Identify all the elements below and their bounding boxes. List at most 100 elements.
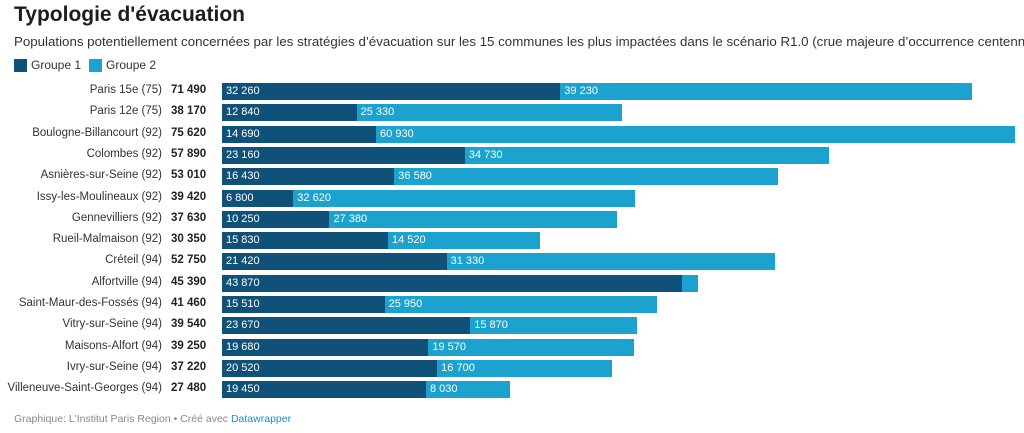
bar-row: Paris 12e (75) 38 170 12 840 25 330 [0,104,1024,122]
category-label: Alfortville (94) [91,275,162,288]
value-label: 25 950 [388,298,423,310]
bar-segment-1 [222,168,395,186]
bar-segment-1 [222,83,561,100]
value-label: 36 580 [398,170,432,183]
bar-segment-2 [394,168,778,186]
value-label: 27 380 [333,212,368,225]
bar-segment-1 [222,104,357,122]
legend-swatch [14,58,27,72]
value-label: 23 160 [226,148,260,161]
total-label: 75 620 [171,126,207,139]
bar-segment-1 [222,274,683,292]
category-label: Boulogne-Billancourt (92) [32,126,162,139]
bar-row: Paris 15e (75) 71 490 32 260 39 230 [0,83,1024,100]
bar-row: Rueil-Malmaison (92) 30 350 15 830 14 520 [0,232,1024,250]
category-label: Gennevilliers (92) [71,211,162,224]
bar-segment-2 [470,317,637,335]
bar-segment-2 [356,104,623,122]
bar-segment-1 [222,210,330,228]
value-label: 15 870 [474,319,508,332]
bar-row: Villeneuve-Saint-Georges (94) 27 480 19 45… [0,381,1024,399]
value-label: 12 840 [226,106,260,119]
bar-segment-2 [293,189,636,207]
value-label: 15 510 [226,298,260,310]
bar-segment-1 [222,317,471,335]
value-label: 19 570 [432,340,467,353]
total-label: 39 540 [171,318,207,331]
value-label: 14 690 [226,127,260,140]
total-label: 57 890 [171,147,207,160]
bar-segment-1 [222,253,447,271]
bar-segment-2 [682,274,698,292]
category-label: Paris 15e (75) [89,84,162,96]
bar-row: Créteil (94) 52 750 21 420 31 330 [0,253,1024,271]
category-label: Villeneuve-Saint-Georges (94) [7,382,162,395]
category-label: Ivry-sur-Seine (94) [66,360,162,373]
total-label: 53 010 [171,169,207,182]
legend-item-groupe-1: Groupe 1 [14,58,81,72]
value-label: 8 030 [429,383,458,396]
bar-segment-2 [425,381,511,399]
total-label: 38 170 [171,105,207,118]
chart-subtitle: Populations potentiellement concernées p… [14,34,1024,49]
bar-row: Issy-les-Moulineaux (92) 39 420 6 800 32 62… [0,189,1024,207]
value-label: 14 520 [392,234,426,247]
category-label: Colombes (92) [86,147,162,160]
bar-segment-2 [329,210,617,228]
bar-segment-2 [446,253,776,271]
bar-segment-1 [222,296,385,313]
value-label: 19 450 [226,383,260,396]
value-label: 19 680 [226,340,260,353]
bar-row: Gennevilliers (92) 37 630 10 250 27 380 [0,210,1024,228]
value-label: 23 670 [226,319,260,332]
total-label: 45 390 [171,275,207,288]
bar-row: Maisons-Alfort (94) 39 250 19 680 19 570 [0,338,1024,356]
value-label: 39 230 [564,85,598,97]
bar-segment-2 [428,338,634,356]
category-label: Maisons-Alfort (94) [64,339,162,352]
value-label: 21 420 [226,255,260,268]
value-label: 32 260 [226,85,260,97]
total-label: 71 490 [171,84,207,96]
value-label: 15 830 [226,234,260,247]
bar-segment-2 [376,125,1015,143]
value-label: 25 330 [360,106,395,119]
bar-segment-1 [222,146,465,164]
bar-row: Asnières-sur-Seine (92) 53 010 16 430 36 58… [0,168,1024,186]
total-label: 27 480 [171,382,207,395]
value-label: 31 330 [450,255,485,268]
category-label: Asnières-sur-Seine (92) [40,169,162,182]
bar-segment-1 [222,189,294,207]
category-label: Vitry-sur-Seine (94) [62,318,163,331]
bar-segment-1 [222,359,438,377]
value-label: 60 930 [380,127,414,140]
bar-segment-2 [560,83,972,100]
total-label: 41 460 [171,297,207,309]
bar-segment-2 [464,146,830,164]
bar-row: Alfortville (94) 45 390 43 870 [0,274,1024,292]
legend-item-groupe-2: Groupe 2 [89,58,156,72]
total-label: 30 350 [171,233,207,246]
value-label: 32 620 [297,191,331,204]
bar-row: Colombes (92) 57 890 23 160 34 730 [0,146,1024,164]
datawrapper-link[interactable]: Datawrapper [230,413,292,425]
total-label: 52 750 [171,254,207,267]
category-label: Créteil (94) [105,254,162,267]
value-label: 16 430 [226,170,260,183]
legend-swatch [89,58,103,72]
footer-credit: Graphique: L'Institut Paris Region • Cré… [14,413,231,425]
value-label: 43 870 [226,276,260,289]
category-label: Rueil-Malmaison (92) [52,233,162,246]
bar-row: Saint-Maur-des-Fossés (94) 41 460 15 510 25… [0,296,1024,313]
footer: Graphique: L'Institut Paris Region • Cré… [14,413,291,425]
bar-segment-2 [388,232,541,250]
total-label: 37 220 [171,360,207,373]
bar-segment-2 [437,359,613,377]
value-label: 34 730 [468,148,503,161]
total-label: 39 250 [171,339,207,352]
bar-row: Vitry-sur-Seine (94) 39 540 23 670 15 870 [0,317,1024,335]
legend: Groupe 1 Groupe 2 [14,58,156,72]
legend-label: Groupe 2 [106,58,157,72]
value-label: 16 700 [441,361,475,374]
